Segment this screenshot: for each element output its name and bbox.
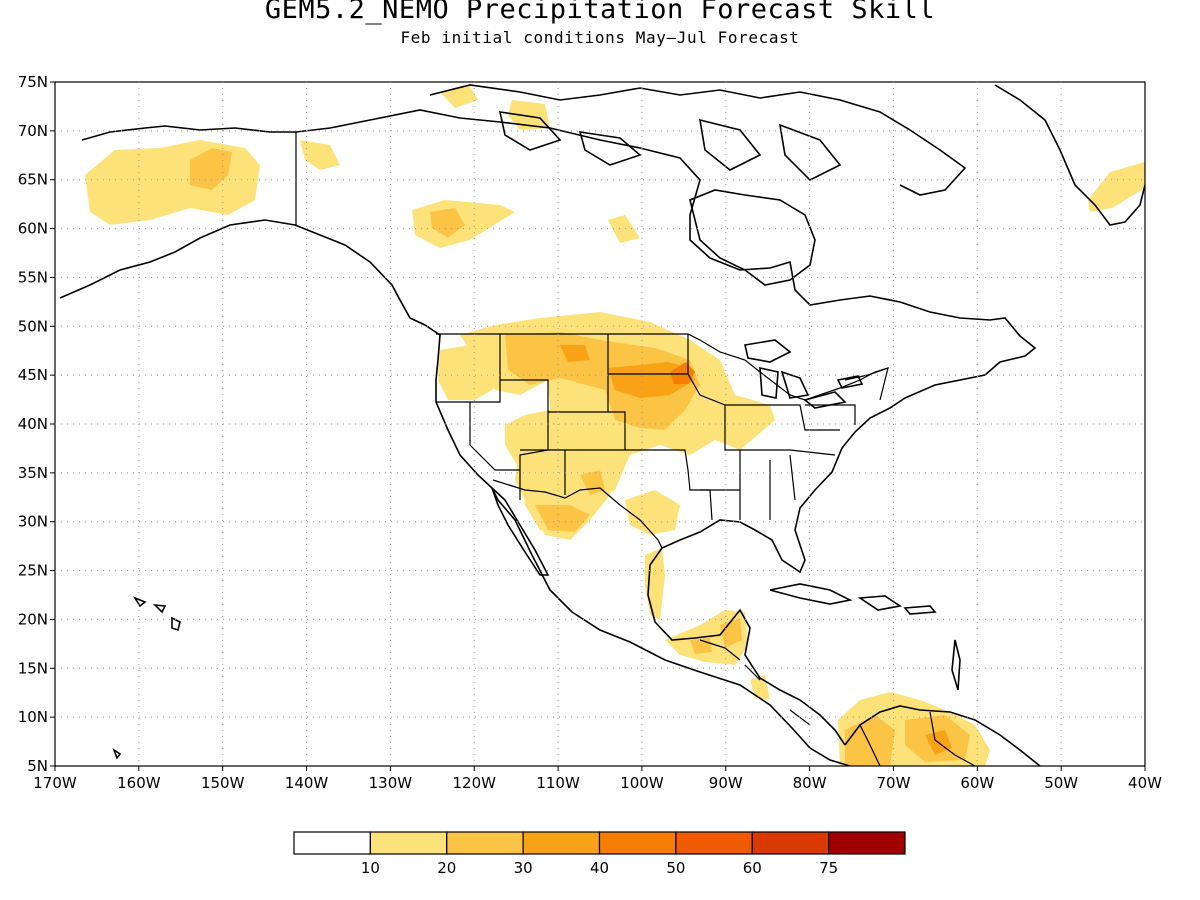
lat-tick-label: 20N bbox=[18, 610, 48, 628]
colorbar-swatch bbox=[369, 831, 448, 855]
lat-tick-label: 60N bbox=[18, 220, 48, 238]
skill-region-central-america-core bbox=[690, 618, 742, 654]
skill-region-alaska bbox=[85, 140, 260, 225]
skill-region-northwest-canada-core bbox=[430, 208, 465, 238]
skill-region-arctic-islands bbox=[440, 86, 550, 130]
skill-fills bbox=[85, 86, 1145, 766]
lat-tick-label: 30N bbox=[18, 513, 48, 531]
chart-title: GEM5.2_NEMO Precipitation Forecast Skill bbox=[264, 0, 936, 25]
lat-tick-label: 40N bbox=[18, 415, 48, 433]
lat-tick-label: 70N bbox=[18, 122, 48, 140]
skill-region-northern-plains-core bbox=[505, 332, 700, 430]
colorbar-label: 30 bbox=[514, 859, 533, 877]
colorbar-swatch bbox=[598, 831, 677, 855]
lon-tick-label: 160W bbox=[117, 774, 161, 792]
lon-tick-label: 40W bbox=[1128, 774, 1162, 792]
lon-tick-label: 120W bbox=[452, 774, 496, 792]
colorbar-swatch bbox=[751, 831, 830, 855]
lat-tick-label: 15N bbox=[18, 659, 48, 677]
colorbar-label: 60 bbox=[743, 859, 762, 877]
lat-tick-label: 55N bbox=[18, 268, 48, 286]
colorbar-label: 10 bbox=[361, 859, 380, 877]
lat-tick-label: 50N bbox=[18, 317, 48, 335]
colorbar-swatch bbox=[522, 831, 601, 855]
lat-tick-label: 75N bbox=[18, 73, 48, 91]
lon-tick-label: 130W bbox=[369, 774, 413, 792]
skill-region-montana-core bbox=[560, 345, 590, 362]
coastlines bbox=[59, 84, 1145, 766]
lon-tick-label: 50W bbox=[1044, 774, 1078, 792]
lon-tick-label: 140W bbox=[285, 774, 329, 792]
lon-tick-label: 150W bbox=[201, 774, 245, 792]
colorbar-swatch bbox=[293, 831, 371, 855]
colorbar-swatch bbox=[828, 831, 906, 855]
lon-tick-label: 100W bbox=[620, 774, 664, 792]
colorbar-label: 50 bbox=[666, 859, 685, 877]
skill-region-yukon bbox=[300, 140, 340, 170]
skill-region-southwest bbox=[515, 430, 610, 540]
skill-region-greenland bbox=[1088, 162, 1145, 212]
colorbar-swatch bbox=[446, 831, 524, 855]
lat-tick-label: 65N bbox=[18, 171, 48, 189]
skill-region-pacific-northwest bbox=[438, 345, 500, 400]
skill-region-alaska-core bbox=[190, 148, 232, 190]
lon-tick-label: 170W bbox=[33, 774, 77, 792]
gridlines bbox=[55, 82, 1145, 766]
colorbar-swatch bbox=[675, 831, 753, 855]
skill-region-texas bbox=[625, 490, 680, 535]
axis-ticks: 75N 70N 65N 60N 55N 50N 45N 40N 35N 30N 25N 20N 15N 1… bbox=[18, 73, 1162, 792]
colorbar: 10 20 30 40 50 60 75 bbox=[293, 831, 906, 877]
colorbar-label: 40 bbox=[590, 859, 609, 877]
lon-tick-label: 80W bbox=[793, 774, 827, 792]
chart-subtitle: Feb initial conditions May–Jul Forecast bbox=[400, 28, 800, 47]
lon-tick-label: 110W bbox=[536, 774, 580, 792]
political-borders bbox=[295, 132, 976, 766]
lat-tick-label: 10N bbox=[18, 708, 48, 726]
skill-region-iowa-peak bbox=[670, 362, 695, 384]
lon-tick-label: 70W bbox=[877, 774, 911, 792]
skill-region-hudson bbox=[608, 215, 640, 243]
lon-tick-label: 60W bbox=[960, 774, 994, 792]
lat-tick-label: 5N bbox=[27, 757, 48, 775]
colorbar-label: 20 bbox=[437, 859, 456, 877]
colorbar-label: 75 bbox=[819, 859, 838, 877]
lat-tick-label: 45N bbox=[18, 366, 48, 384]
lat-tick-label: 35N bbox=[18, 464, 48, 482]
lon-tick-label: 90W bbox=[709, 774, 743, 792]
lat-tick-label: 25N bbox=[18, 562, 48, 580]
skill-region-southwest-core bbox=[535, 470, 605, 532]
